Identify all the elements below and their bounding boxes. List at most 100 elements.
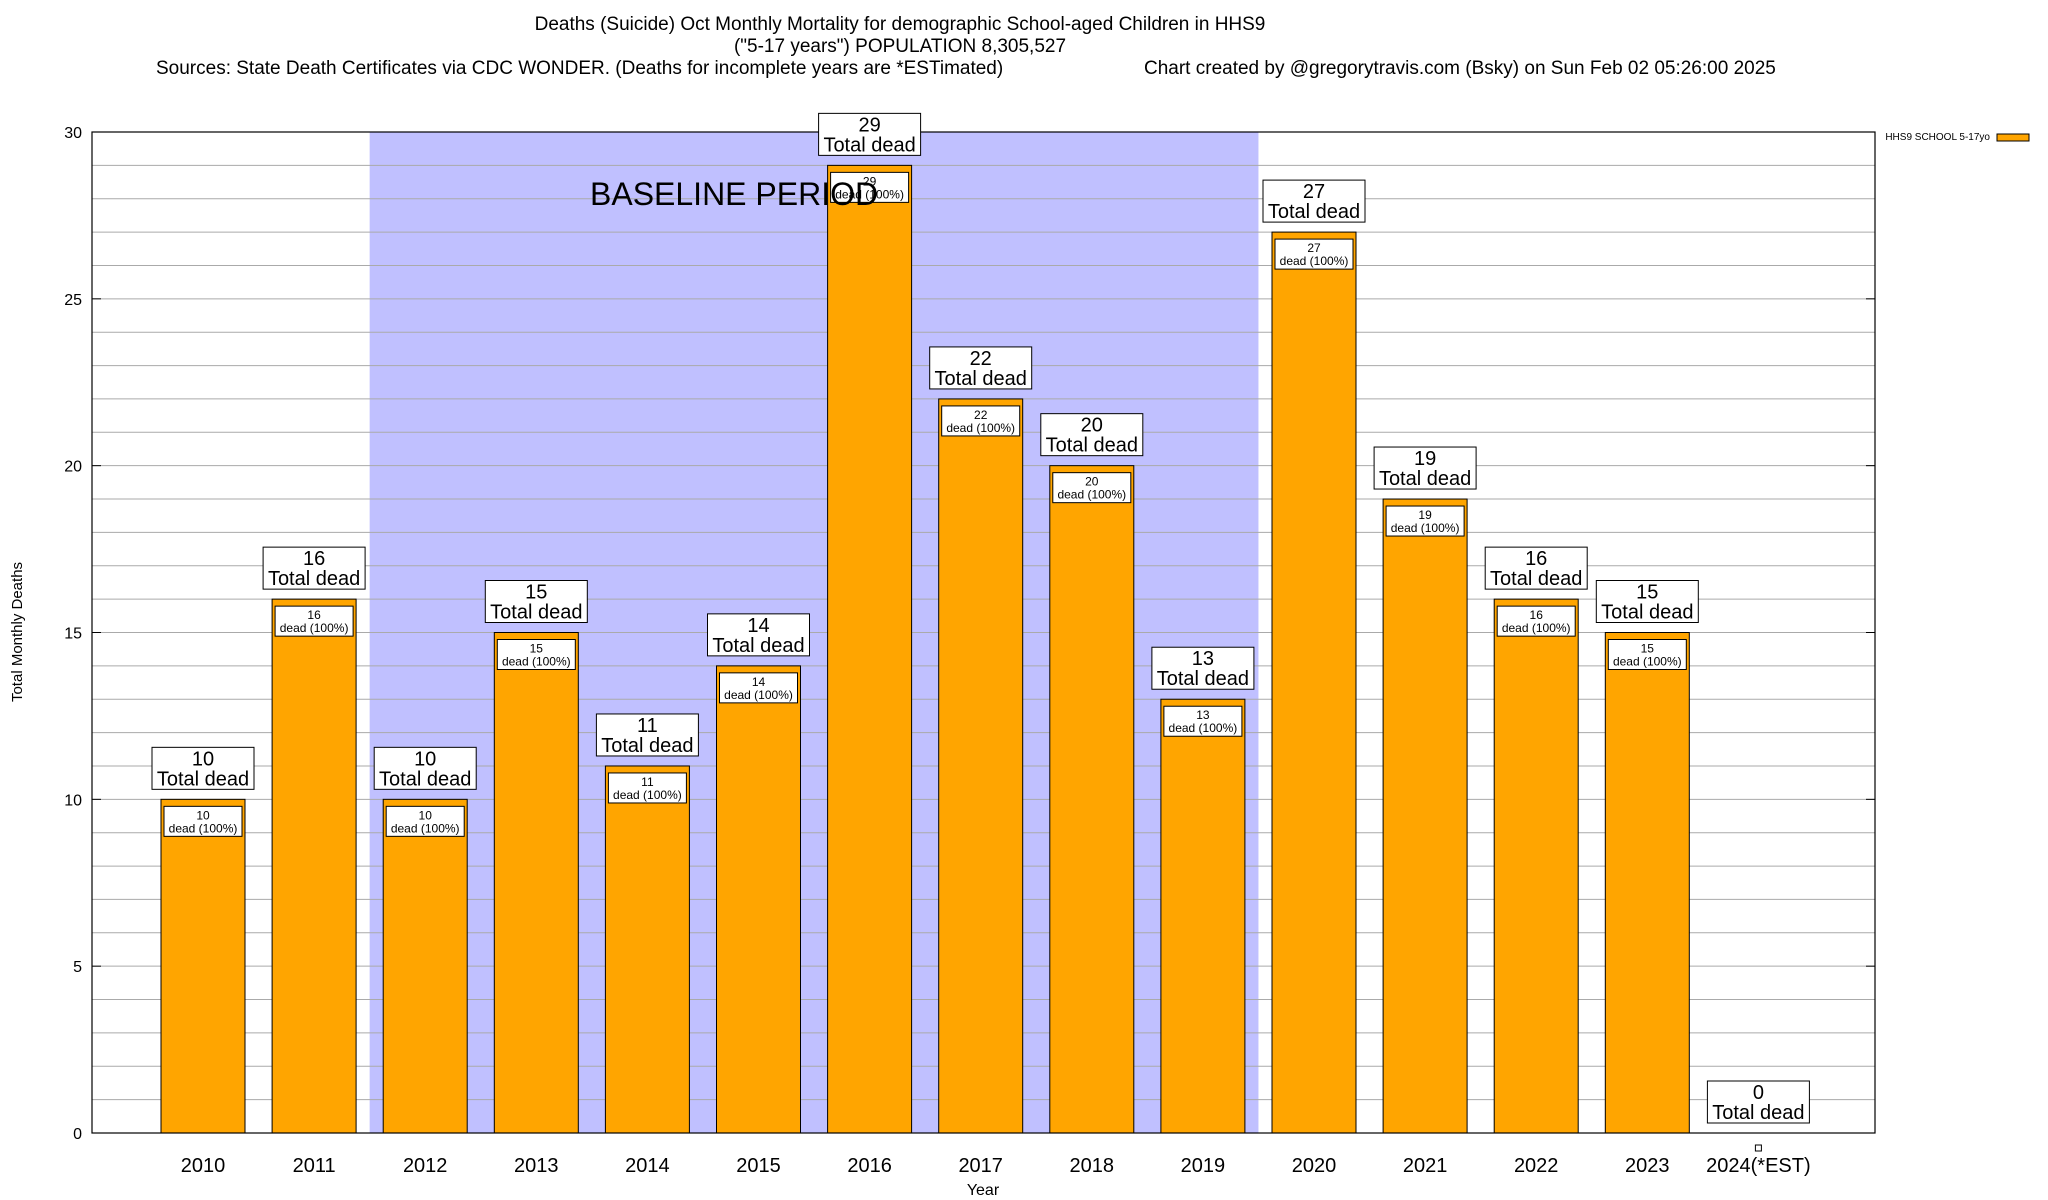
total-label-box (484, 580, 588, 623)
bar-inner-value: 10 (196, 808, 210, 822)
bar-inner-pct: dead (100%) (1391, 521, 1460, 535)
bar-inner-value: 22 (974, 408, 988, 422)
bar-inner-value: 16 (1530, 608, 1544, 622)
bar-2022 (1493, 598, 1579, 1134)
bar-inner-pct: dead (100%) (613, 788, 682, 802)
bar-inner-value: 15 (1641, 642, 1655, 656)
total-label-box (707, 613, 810, 657)
total-label-text: Total dead (268, 568, 360, 590)
bar-inner-pct: dead (100%) (280, 621, 349, 635)
bar-inner-label-box (830, 171, 910, 203)
total-label-text: Total dead (1601, 602, 1693, 624)
total-label-value: 27 (1303, 181, 1325, 203)
total-label-text: Total dead (1490, 568, 1582, 590)
x-tick-label: 2022 (1514, 1155, 1559, 1177)
total-label-box (373, 746, 477, 790)
bar-inner-label-box (719, 672, 798, 704)
bar-inner-value: 11 (641, 775, 654, 789)
bar-inner-value: 13 (1196, 708, 1210, 722)
bar-2012 (382, 798, 468, 1134)
bar-inner-label-box (1163, 705, 1243, 737)
legend-swatch (1996, 133, 2030, 142)
x-tick-label: 2014 (625, 1155, 670, 1177)
bar-inner-label-box (1274, 238, 1354, 270)
bar-inner-label-box (941, 405, 1021, 437)
bar-2016 (827, 164, 913, 1134)
chart-credit: Chart created by @gregorytravis.com (Bsk… (1144, 58, 1776, 79)
total-label-value: 13 (1192, 648, 1214, 670)
x-tick-label: 2011 (293, 1155, 336, 1177)
bar-inner-label-box (274, 605, 354, 637)
bar-inner-pct: dead (100%) (1169, 721, 1238, 735)
baseline-period-label: BASELINE PERIOD (590, 176, 878, 212)
bar-2021 (1382, 498, 1468, 1134)
x-tick-label: 2024(*EST) (1706, 1155, 1811, 1177)
total-label-box (1151, 646, 1255, 690)
total-label-text: Total dead (1712, 1102, 1804, 1124)
total-label-value: 29 (858, 114, 880, 136)
bar-inner-value: 27 (1307, 241, 1321, 255)
total-label-box (1484, 546, 1588, 590)
legend-label: HHS9 SCHOOL 5-17yo (1885, 132, 1990, 143)
y-tick-label: 25 (64, 292, 82, 309)
bar-inner-label-box (607, 772, 687, 804)
y-tick-label: 0 (73, 1126, 82, 1143)
sources-note: Sources: State Death Certificates via CD… (156, 58, 1004, 79)
total-label-box (1706, 1080, 1810, 1124)
total-label-value: 15 (525, 582, 547, 604)
bar-inner-label-box (385, 805, 465, 837)
total-label-box (595, 713, 699, 757)
total-label-value: 10 (414, 748, 436, 770)
x-tick-label: 2013 (514, 1155, 559, 1177)
x-tick-label: 2020 (1292, 1155, 1337, 1177)
total-label-box (1373, 446, 1477, 490)
total-label-box (1595, 580, 1699, 623)
y-tick-label: 15 (64, 626, 82, 643)
bar-inner-pct: dead (100%) (1280, 254, 1349, 268)
bar-2019 (1160, 698, 1246, 1134)
x-tick-label: 2019 (1181, 1155, 1226, 1177)
total-label-box (1262, 179, 1366, 223)
total-label-text: Total dead (823, 134, 915, 156)
x-tick-label: 2023 (1625, 1155, 1670, 1177)
y-tick-label: 5 (73, 959, 82, 976)
total-label-value: 14 (747, 615, 769, 637)
bar-inner-pct: dead (100%) (502, 655, 571, 669)
x-tick-label: 2012 (403, 1155, 448, 1177)
bar-2020 (1271, 231, 1357, 1134)
x-tick-label: 2017 (958, 1155, 1003, 1177)
bar-inner-label-box (1052, 472, 1132, 504)
chart-title: Deaths (Suicide) Oct Monthly Mortality f… (0, 14, 1800, 86)
total-label-value: 15 (1636, 582, 1658, 604)
x-tick-label: 2016 (847, 1155, 892, 1177)
bar-inner-label-box (496, 639, 576, 670)
bar-inner-label-box (1607, 639, 1687, 670)
bar-2010 (160, 798, 246, 1134)
total-label-value: 19 (1414, 448, 1436, 470)
total-label-text: Total dead (935, 368, 1027, 390)
total-label-text: Total dead (1268, 201, 1360, 223)
x-tick-label: 2018 (1070, 1155, 1115, 1177)
total-label-text: Total dead (712, 635, 804, 657)
bar-inner-value: 15 (530, 642, 544, 656)
total-label-text: Total dead (1157, 668, 1249, 690)
bar-inner-value: 16 (307, 608, 321, 622)
bar-inner-label-box (1496, 605, 1576, 637)
bar-2017 (938, 398, 1024, 1134)
bar-inner-pct: dead (100%) (1057, 488, 1126, 502)
bar-inner-value: 19 (1418, 508, 1432, 522)
bar-inner-value: 10 (419, 808, 433, 822)
y-tick-label: 10 (64, 792, 82, 809)
bar-inner-pct: dead (100%) (835, 187, 904, 201)
bar-2014 (604, 765, 690, 1134)
x-tick-label: 2021 (1403, 1155, 1448, 1177)
bar-2015 (716, 665, 801, 1134)
x-tick-label: 2015 (736, 1155, 781, 1177)
total-label-text: Total dead (1379, 468, 1471, 490)
total-label-value: 16 (303, 548, 325, 570)
bar-2011 (271, 598, 357, 1134)
bar-inner-label-box (1385, 505, 1465, 537)
bar-2024(*EST) (1754, 1144, 1762, 1152)
y-tick-label: 30 (64, 125, 82, 142)
